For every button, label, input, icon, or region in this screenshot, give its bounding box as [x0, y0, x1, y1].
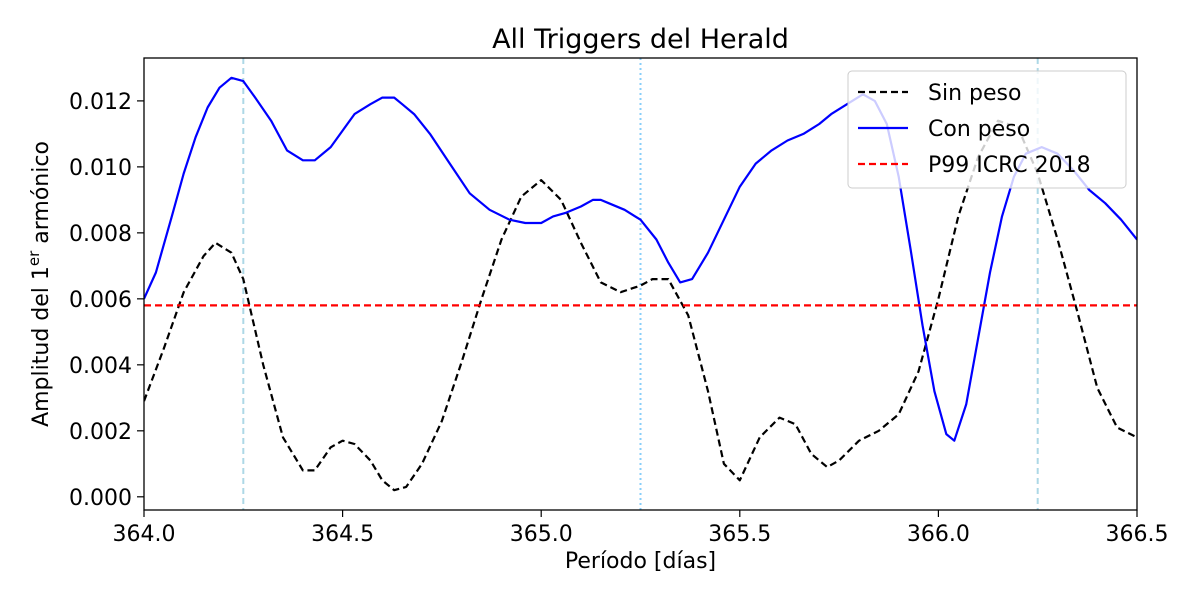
y-tick-label: 0.000: [69, 486, 132, 511]
x-tick-label: 364.0: [113, 522, 176, 547]
x-axis-label: Período [días]: [565, 549, 716, 574]
legend-entry-con-peso-label: Con peso: [928, 117, 1030, 142]
y-tick-label: 0.012: [69, 90, 132, 115]
legend: Sin peso Con peso P99 ICRC 2018: [847, 70, 1127, 189]
plot-frame: [143, 57, 1138, 511]
y-axis: 0.000 0.002 0.004 0.006 0.008 0.010 0.012: [69, 90, 144, 511]
plot-area: [144, 58, 1137, 510]
legend-box: [847, 70, 1127, 189]
y-axis-label: Amplitud del 1er armónico: [25, 141, 54, 427]
legend-entry-sin-peso-label: Sin peso: [928, 81, 1021, 106]
x-tick-label: 364.5: [311, 522, 374, 547]
y-tick-label: 0.008: [69, 222, 132, 247]
y-axis-label-tail: armónico: [29, 141, 54, 251]
x-tick-label: 366.0: [907, 522, 970, 547]
y-axis-label-superscript: er: [25, 250, 43, 266]
y-tick-label: 0.006: [69, 288, 132, 313]
y-tick-label: 0.010: [69, 156, 132, 181]
x-axis: 364.0 364.5 365.0 365.5 366.0 366.5: [113, 510, 1169, 547]
legend-entry-p99-label: P99 ICRC 2018: [928, 153, 1091, 178]
y-axis-label-main: Amplitud del 1: [29, 266, 54, 427]
series-sin-peso-line: [144, 119, 1137, 492]
x-tick-label: 365.0: [510, 522, 573, 547]
x-tick-label: 366.5: [1106, 522, 1169, 547]
y-tick-label: 0.002: [69, 420, 132, 445]
series-con-peso-line: [144, 76, 1137, 442]
y-tick-label: 0.004: [69, 354, 132, 379]
x-tick-label: 365.5: [708, 522, 771, 547]
chart-title: All Triggers del Herald: [492, 24, 789, 55]
